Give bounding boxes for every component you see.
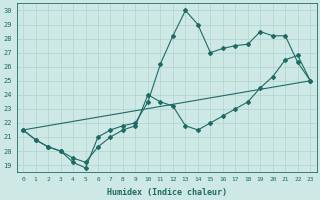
- X-axis label: Humidex (Indice chaleur): Humidex (Indice chaleur): [107, 188, 227, 197]
